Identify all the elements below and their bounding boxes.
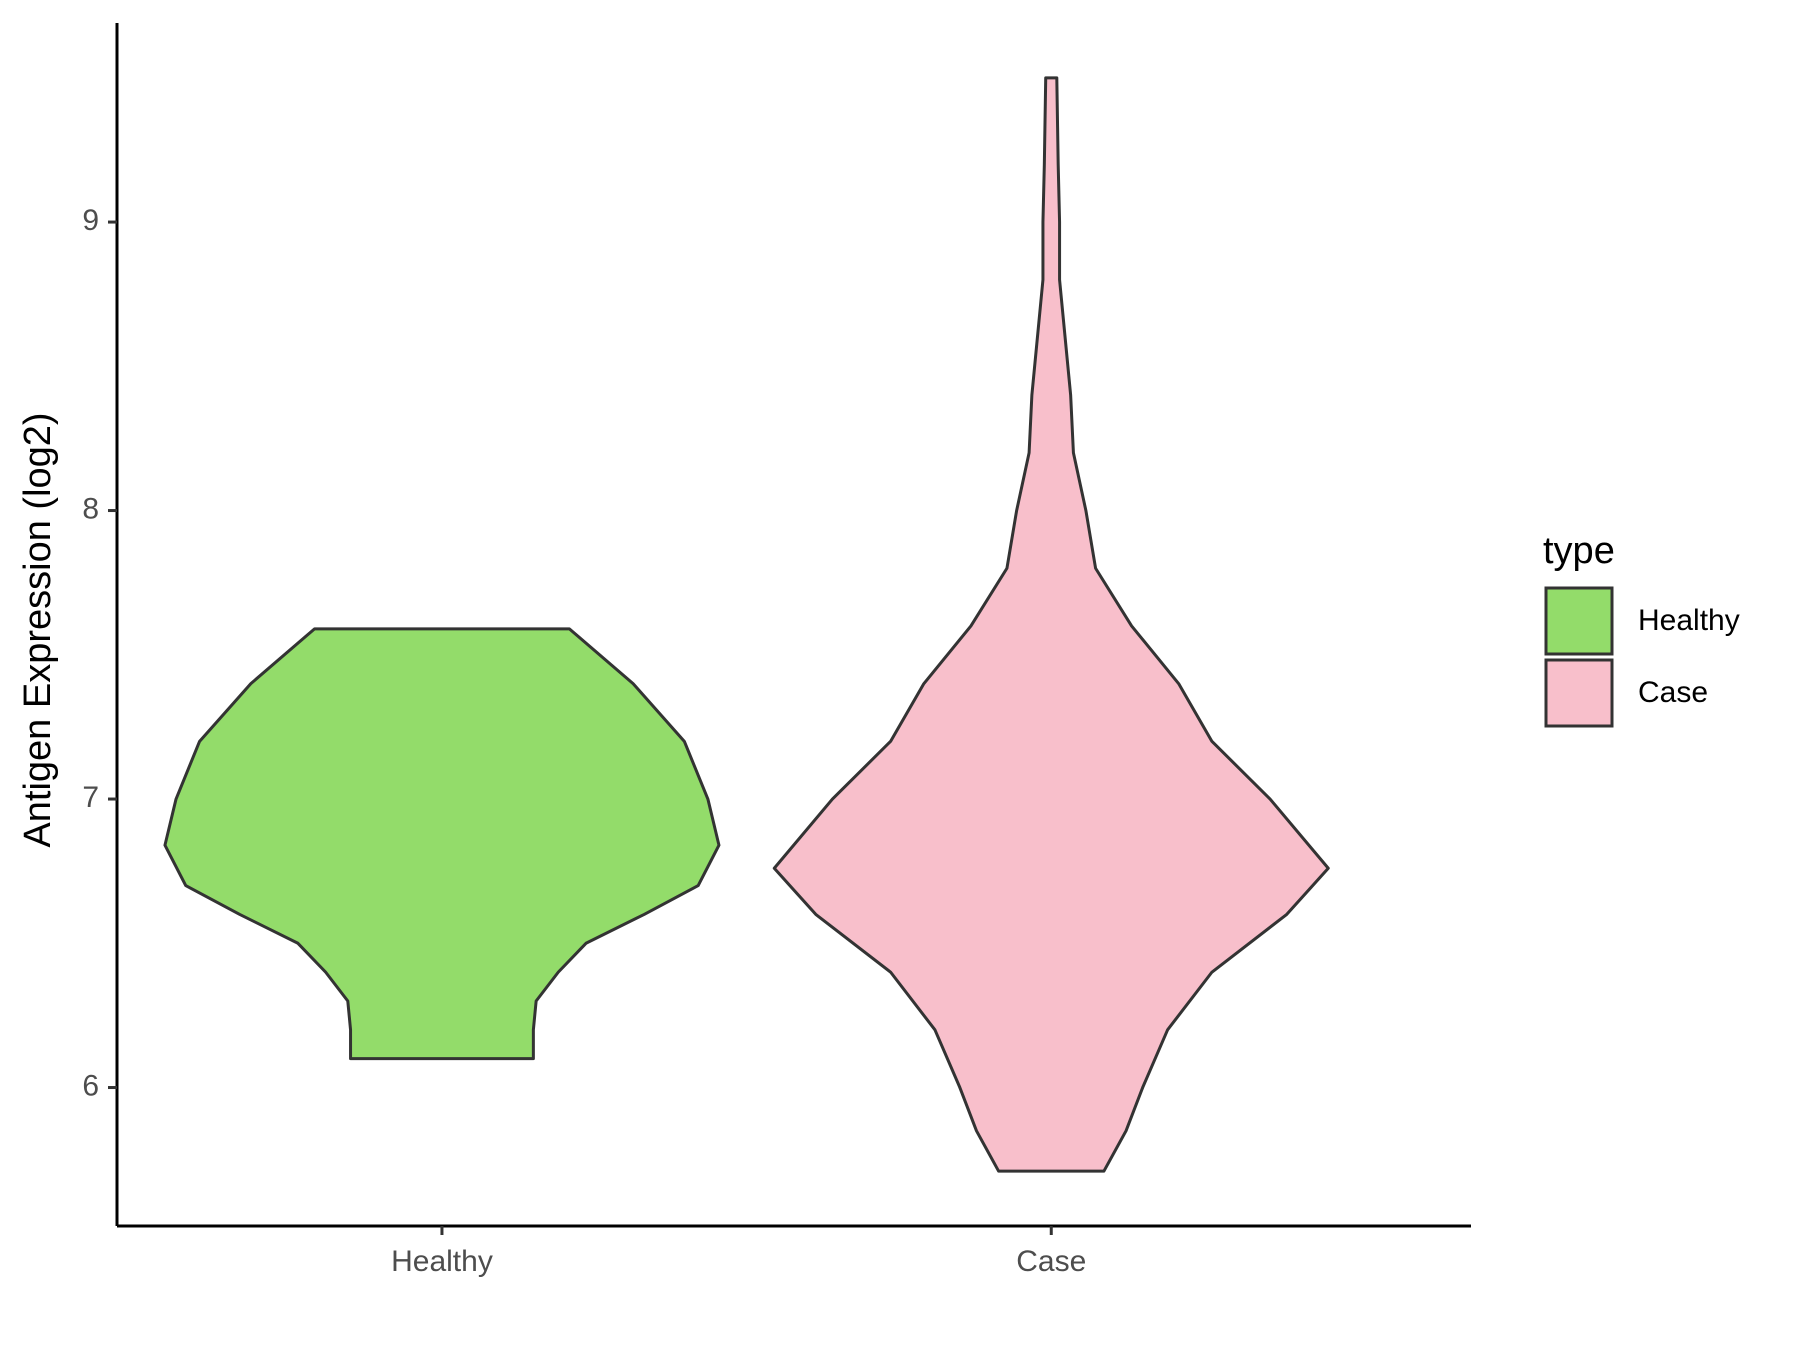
x-tick-label: Healthy <box>391 1245 493 1278</box>
x-tick-label: Case <box>1016 1245 1086 1278</box>
violin <box>772 76 1330 1173</box>
y-tick-label: 7 <box>82 781 99 814</box>
legend-swatch <box>1544 658 1614 728</box>
y-tick-label: 8 <box>82 492 99 525</box>
legend-title: type <box>1543 530 1615 572</box>
legend-label: Case <box>1638 676 1708 709</box>
violin <box>163 627 721 1061</box>
legend-label: Healthy <box>1638 604 1740 637</box>
y-tick-label: 9 <box>82 204 99 237</box>
y-axis-title: Antigen Expression (log2) <box>17 412 59 847</box>
y-tick-label: 6 <box>82 1069 99 1102</box>
legend-swatch <box>1544 586 1614 656</box>
